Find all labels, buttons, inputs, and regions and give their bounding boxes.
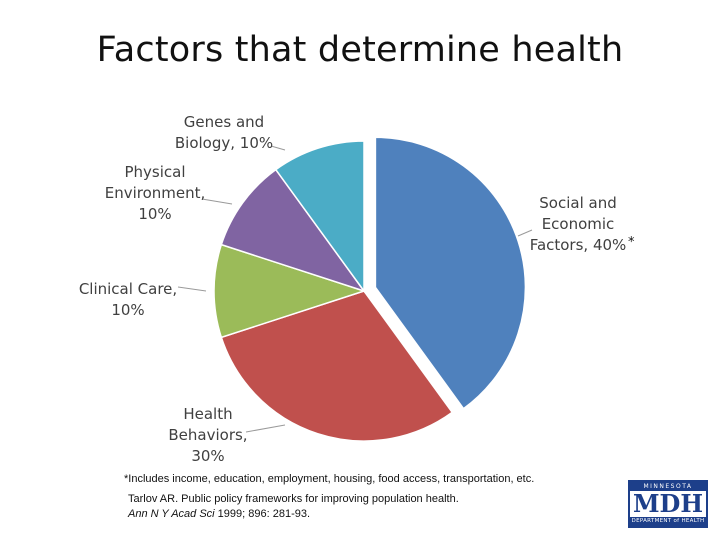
footnote: *Includes income, education, employment,… [124,473,535,485]
logo-top-text: MINNESOTA [630,482,706,491]
citation-line2: Ann N Y Acad Sci 1999; 896: 281-93. [128,507,459,522]
leader-line [177,286,207,292]
logo-mark: MDH [632,489,704,518]
pie-slice-health-behaviors [220,290,454,442]
slice-label: Genes and Biology, 10% [175,113,273,152]
leader-line [201,198,233,205]
slice-label: Physical Environment, 10% [105,163,206,223]
citation-line1: Tarlov AR. Public policy frameworks for … [128,493,459,505]
slice-label: Clinical Care, 10% [79,280,177,319]
asterisk-marker: * [628,235,635,250]
mdh-logo: MINNESOTA MDH DEPARTMENT of HEALTH [628,480,708,528]
citation-journal: Ann N Y Acad Sci [128,508,215,520]
leader-line [270,145,286,151]
leader-line [517,229,533,237]
pie-slice-clinical-care [213,243,367,339]
citation-details: 1999; 896: 281-93. [214,508,311,520]
slice-label: Health Behaviors, 30% [168,405,247,465]
citation: Tarlov AR. Public policy frameworks for … [128,492,459,522]
slide-title: Factors that determine health [96,30,624,70]
leader-line [245,424,286,433]
slice-label: Social and Economic Factors, 40% [530,194,627,254]
pie-slice-physical-environment [220,168,366,293]
logo-bottom-text: DEPARTMENT of HEALTH [630,517,706,526]
pie-slice-genes-and-biology [274,140,365,294]
pie-slice-social-and-economic-factors [374,136,527,410]
